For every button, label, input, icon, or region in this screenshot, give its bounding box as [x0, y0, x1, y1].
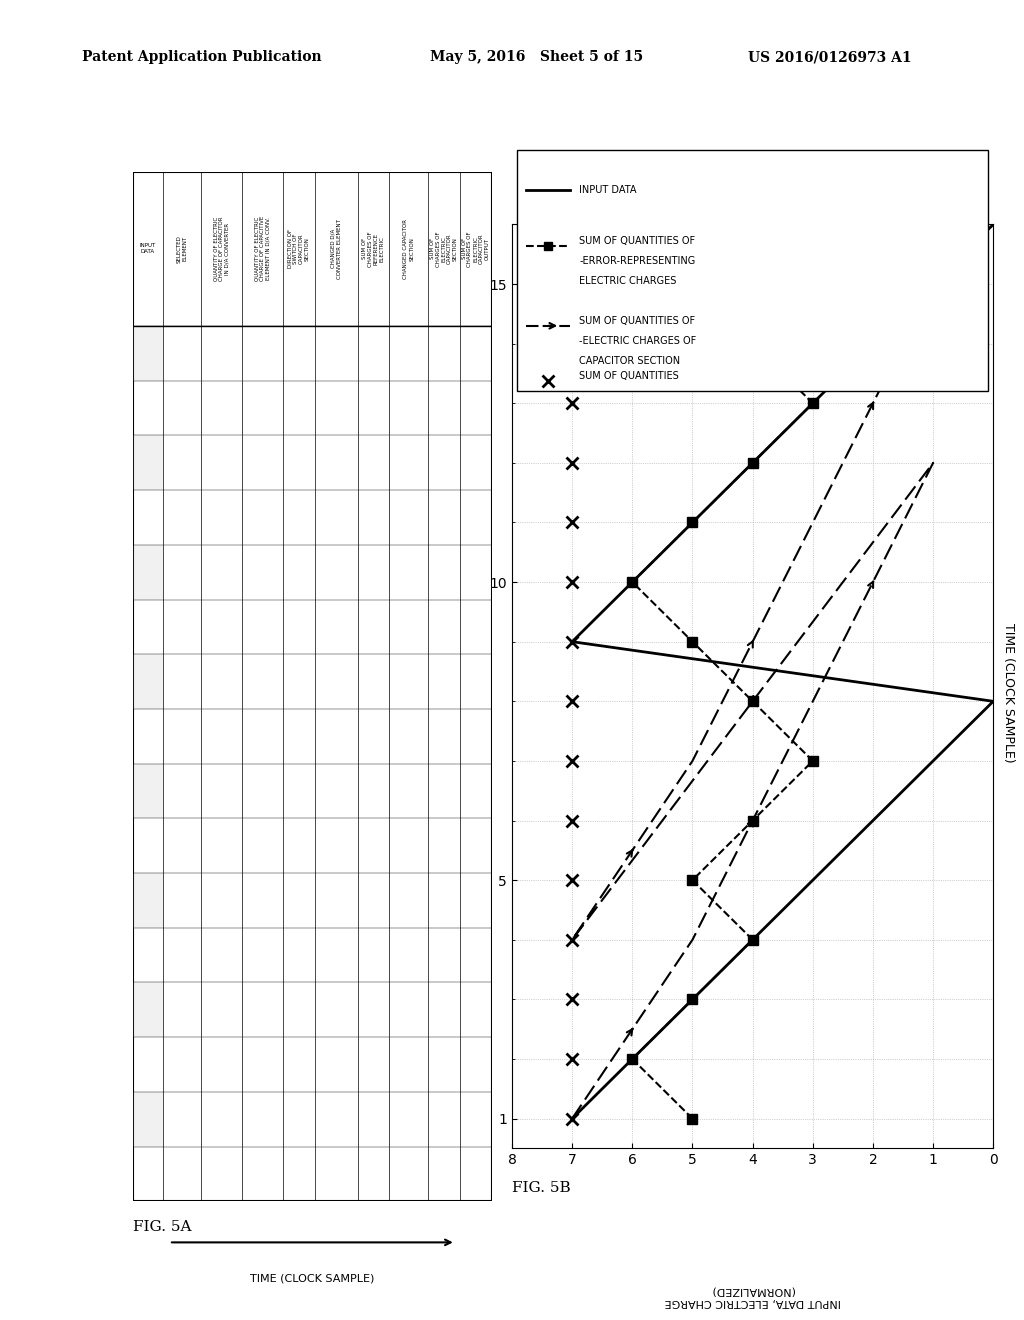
SUM OF QUANTITIES OF
-ELECTRIC CHARGES OF
CAPACITOR SECTION	[807, 515, 819, 531]
SUM OF QUANTITIES
OF ELECTRIC
CHARGES OUTPUT	[566, 634, 579, 649]
Line: SUM OF QUANTITIES OF
-ERROR-REPRESENTING
ELECTRIC CHARGES: SUM OF QUANTITIES OF -ERROR-REPRESENTING…	[628, 279, 817, 1123]
SUM OF QUANTITIES OF
-ERROR-REPRESENTING
ELECTRIC CHARGES	[807, 395, 819, 411]
Text: SUM OF QUANTITIES OF: SUM OF QUANTITIES OF	[580, 315, 695, 326]
INPUT DATA	[927, 752, 939, 768]
Bar	[133, 763, 163, 818]
Text: QUANTITY OF ELECTRIC
CHARGE OF CAPACITOR
IN D/A CONVERTER: QUANTITY OF ELECTRIC CHARGE OF CAPACITOR…	[213, 216, 229, 281]
Text: SUM OF
CHARGES OF
REFERENCE
ELECTRIC: SUM OF CHARGES OF REFERENCE ELECTRIC	[362, 231, 385, 267]
INPUT DATA	[746, 455, 759, 471]
SUM OF QUANTITIES
OF ELECTRIC
CHARGES OUTPUT	[566, 515, 579, 531]
SUM OF QUANTITIES OF
-ERROR-REPRESENTING
ELECTRIC CHARGES	[807, 752, 819, 768]
INPUT DATA	[626, 1051, 639, 1067]
SUM OF QUANTITIES OF
-ELECTRIC CHARGES OF
CAPACITOR SECTION	[686, 752, 698, 768]
SUM OF QUANTITIES OF
-ERROR-REPRESENTING
ELECTRIC CHARGES	[686, 276, 698, 292]
SUM OF QUANTITIES
OF ELECTRIC
CHARGES OUTPUT	[566, 873, 579, 888]
SUM OF QUANTITIES OF
-ERROR-REPRESENTING
ELECTRIC CHARGES	[686, 1110, 698, 1126]
SUM OF QUANTITIES OF
-ERROR-REPRESENTING
ELECTRIC CHARGES	[746, 693, 759, 709]
SUM OF QUANTITIES
OF ELECTRIC
CHARGES OUTPUT	[566, 455, 579, 471]
Bar	[133, 1092, 163, 1147]
SUM OF QUANTITIES OF
-ELECTRIC CHARGES OF
CAPACITOR SECTION	[927, 455, 939, 471]
Text: SUM OF QUANTITIES OF: SUM OF QUANTITIES OF	[580, 235, 695, 246]
Text: CHANGED D/A
CONVERTER ELEMENT: CHANGED D/A CONVERTER ELEMENT	[331, 219, 342, 279]
Text: US 2016/0126973 A1: US 2016/0126973 A1	[748, 50, 911, 65]
INPUT DATA	[686, 991, 698, 1007]
SUM OF QUANTITIES OF
-ERROR-REPRESENTING
ELECTRIC CHARGES	[746, 335, 759, 351]
SUM OF QUANTITIES
OF ELECTRIC
CHARGES OUTPUT	[566, 1110, 579, 1126]
SUM OF QUANTITIES OF
-ERROR-REPRESENTING
ELECTRIC CHARGES	[746, 813, 759, 829]
INPUT DATA	[566, 1110, 579, 1126]
SUM OF QUANTITIES OF
-ERROR-REPRESENTING
ELECTRIC CHARGES	[746, 932, 759, 948]
Text: DIRECTION OF
SWITCH OF
CAPACITOR
SECTION: DIRECTION OF SWITCH OF CAPACITOR SECTION	[288, 230, 310, 268]
SUM OF QUANTITIES
OF ELECTRIC
CHARGES OUTPUT	[566, 932, 579, 948]
SUM OF QUANTITIES
OF ELECTRIC
CHARGES OUTPUT	[566, 991, 579, 1007]
SUM OF QUANTITIES OF
-ERROR-REPRESENTING
ELECTRIC CHARGES	[686, 873, 698, 888]
SUM OF QUANTITIES OF
-ELECTRIC CHARGES OF
CAPACITOR SECTION	[686, 932, 698, 948]
Text: SUM OF
CHARGES OF
ELECTRIC
CAPACITOR
SECTION: SUM OF CHARGES OF ELECTRIC CAPACITOR SEC…	[430, 231, 458, 267]
SUM OF QUANTITIES OF
-ERROR-REPRESENTING
ELECTRIC CHARGES	[746, 455, 759, 471]
INPUT DATA	[626, 574, 639, 590]
Bar	[133, 982, 163, 1038]
INPUT DATA	[807, 873, 819, 888]
SUM OF QUANTITIES OF
-ERROR-REPRESENTING
ELECTRIC CHARGES	[686, 515, 698, 531]
Line: SUM OF QUANTITIES OF
-ELECTRIC CHARGES OF
CAPACITOR SECTION: SUM OF QUANTITIES OF -ELECTRIC CHARGES O…	[572, 284, 933, 1118]
INPUT DATA	[566, 634, 579, 649]
INPUT DATA	[927, 276, 939, 292]
SUM OF QUANTITIES OF
-ERROR-REPRESENTING
ELECTRIC CHARGES	[626, 1051, 639, 1067]
SUM OF QUANTITIES OF
-ERROR-REPRESENTING
ELECTRIC CHARGES	[686, 991, 698, 1007]
Text: Patent Application Publication: Patent Application Publication	[82, 50, 322, 65]
Text: -ELECTRIC CHARGES OF: -ELECTRIC CHARGES OF	[580, 335, 696, 346]
Text: FIG. 5A: FIG. 5A	[133, 1220, 191, 1234]
Text: ELECTRIC CHARGES: ELECTRIC CHARGES	[580, 276, 677, 285]
Text: SUM OF QUANTITIES: SUM OF QUANTITIES	[580, 371, 679, 381]
INPUT DATA	[987, 693, 999, 709]
INPUT DATA	[866, 335, 879, 351]
Text: FIG. 5B: FIG. 5B	[512, 1180, 570, 1195]
FancyBboxPatch shape	[517, 150, 988, 391]
Text: TIME (CLOCK SAMPLE): TIME (CLOCK SAMPLE)	[250, 1274, 375, 1283]
SUM OF QUANTITIES
OF ELECTRIC
CHARGES OUTPUT	[566, 752, 579, 768]
Bar	[133, 436, 163, 490]
SUM OF QUANTITIES
OF ELECTRIC
CHARGES OUTPUT	[566, 395, 579, 411]
SUM OF QUANTITIES
OF ELECTRIC
CHARGES OUTPUT	[566, 276, 579, 292]
Text: CAPACITOR SECTION: CAPACITOR SECTION	[580, 356, 681, 366]
Text: TIME (CLOCK SAMPLE): TIME (CLOCK SAMPLE)	[1002, 623, 1015, 763]
INPUT DATA	[987, 216, 999, 232]
SUM OF QUANTITIES OF
-ELECTRIC CHARGES OF
CAPACITOR SECTION	[566, 932, 579, 948]
INPUT DATA	[807, 395, 819, 411]
Text: SELECTED
ELEMENT: SELECTED ELEMENT	[176, 235, 187, 263]
Text: INPUT DATA, ELECTRIC CHARGE
(NORMALIZED): INPUT DATA, ELECTRIC CHARGE (NORMALIZED)	[665, 1286, 841, 1307]
SUM OF QUANTITIES OF
-ELECTRIC CHARGES OF
CAPACITOR SECTION	[927, 276, 939, 292]
Bar	[133, 655, 163, 709]
SUM OF QUANTITIES
OF ELECTRIC
CHARGES OUTPUT	[566, 813, 579, 829]
SUM OF QUANTITIES
OF ELECTRIC
CHARGES OUTPUT	[566, 693, 579, 709]
SUM OF QUANTITIES OF
-ERROR-REPRESENTING
ELECTRIC CHARGES	[626, 574, 639, 590]
Bar	[133, 873, 163, 928]
Text: QUANTITY OF ELECTRIC
CHARGE OF CAPACITIVE
ELEMENT IN D/A CONV.: QUANTITY OF ELECTRIC CHARGE OF CAPACITIV…	[254, 216, 270, 281]
INPUT DATA	[686, 515, 698, 531]
INPUT DATA	[746, 932, 759, 948]
SUM OF QUANTITIES
OF ELECTRIC
CHARGES OUTPUT	[566, 574, 579, 590]
Bar	[133, 326, 163, 380]
Text: May 5, 2016   Sheet 5 of 15: May 5, 2016 Sheet 5 of 15	[430, 50, 643, 65]
Text: -ERROR-REPRESENTING: -ERROR-REPRESENTING	[580, 256, 695, 265]
Text: INPUT
DATA: INPUT DATA	[139, 243, 156, 255]
SUM OF QUANTITIES OF
-ELECTRIC CHARGES OF
CAPACITOR SECTION	[566, 1110, 579, 1126]
SUM OF QUANTITIES OF
-ELECTRIC CHARGES OF
CAPACITOR SECTION	[807, 693, 819, 709]
SUM OF QUANTITIES OF
-ERROR-REPRESENTING
ELECTRIC CHARGES	[686, 634, 698, 649]
Bar	[133, 545, 163, 599]
SUM OF QUANTITIES
OF ELECTRIC
CHARGES OUTPUT	[566, 1051, 579, 1067]
Text: CHANGED CAPACITOR
SECTION: CHANGED CAPACITOR SECTION	[403, 219, 414, 279]
Text: SUM OF
CHARGES OF
ELECTRIC
CAPACITOR
OUTPUT: SUM OF CHARGES OF ELECTRIC CAPACITOR OUT…	[462, 231, 489, 267]
INPUT DATA	[866, 813, 879, 829]
Line: INPUT DATA: INPUT DATA	[572, 224, 993, 1118]
SUM OF QUANTITIES
OF ELECTRIC
CHARGES OUTPUT	[566, 335, 579, 351]
Text: INPUT DATA: INPUT DATA	[580, 185, 637, 195]
Line: SUM OF QUANTITIES
OF ELECTRIC
CHARGES OUTPUT: SUM OF QUANTITIES OF ELECTRIC CHARGES OU…	[566, 277, 579, 1125]
